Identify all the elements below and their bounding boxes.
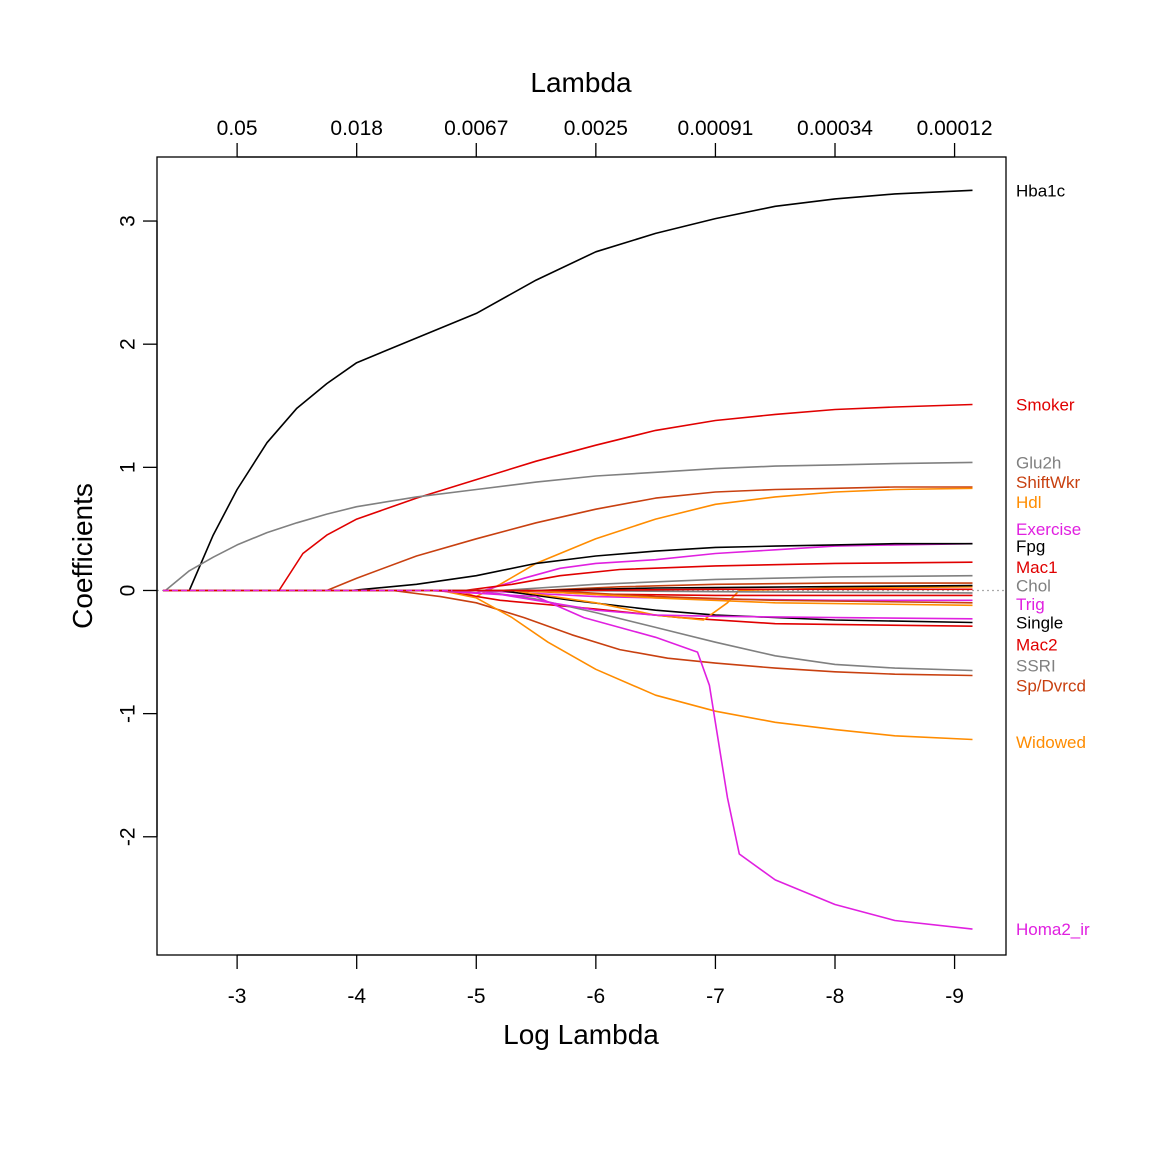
series-line-unlabeled-2: [163, 589, 973, 620]
bottom-axis: -3 -4 -5 -6 -7 -8 -9: [228, 954, 964, 1008]
x-axis-title: Log Lambda: [503, 1019, 659, 1050]
series-line-shiftwkr: [163, 486, 973, 592]
x-tick-label: -4: [347, 985, 366, 1008]
plot-frame: [156, 156, 1007, 956]
series-line-glu2h: [163, 461, 973, 592]
series-label-hdl: Hdl: [1016, 493, 1042, 512]
series-line-mac1: [163, 561, 973, 592]
x-tick-label: -3: [228, 985, 247, 1008]
y-tick-label: -1: [117, 704, 140, 723]
top-tick-label: 0.00012: [917, 117, 993, 140]
top-axis-title: Lambda: [530, 67, 632, 98]
top-axis: 0.05 0.018 0.0067 0.0025 0.00091 0.00034 0.000…: [217, 117, 993, 158]
series-label-smoker: Smoker: [1016, 396, 1075, 415]
plot-lines: [157, 189, 1006, 930]
series-label-sp-dvrcd: Sp/Dvrcd: [1016, 676, 1086, 695]
series-line-homa2-ir: [163, 589, 973, 930]
series-line-smoker: [163, 403, 973, 592]
series-label-mac1: Mac1: [1016, 558, 1058, 577]
series-line-sp-dvrcd: [163, 589, 973, 677]
x-tick-label: -8: [826, 985, 845, 1008]
top-tick-label: 0.00034: [797, 117, 873, 140]
y-tick-label: 1: [117, 461, 140, 473]
y-tick-label: 3: [117, 215, 140, 227]
series-label-shiftwkr: ShiftWkr: [1016, 473, 1081, 492]
series-label-homa2-ir: Homa2_ir: [1016, 920, 1090, 939]
series-label-trig: Trig: [1016, 595, 1045, 614]
series-label-fpg: Fpg: [1016, 537, 1045, 556]
series-label-widowed: Widowed: [1016, 733, 1086, 752]
series-line-hdl: [163, 487, 973, 598]
series-label-single: Single: [1016, 614, 1063, 633]
series-line-hba1c: [163, 189, 973, 592]
y-tick-label: 2: [117, 338, 140, 350]
series-label-exercise: Exercise: [1016, 520, 1081, 539]
x-tick-label: -9: [945, 985, 964, 1008]
series-label-ssri: SSRI: [1016, 657, 1056, 676]
series-label-hba1c: Hba1c: [1016, 181, 1066, 200]
series-line-ssri: [163, 589, 973, 672]
y-tick-label: -2: [117, 827, 140, 846]
x-tick-label: -6: [587, 985, 606, 1008]
series-line-widowed: [163, 589, 973, 741]
series-label-glu2h: Glu2h: [1016, 453, 1061, 472]
top-tick-label: 0.05: [217, 117, 258, 140]
series-label-mac2: Mac2: [1016, 636, 1058, 655]
top-tick-label: 0.018: [330, 117, 383, 140]
top-tick-label: 0.00091: [677, 117, 753, 140]
y-tick-label: 0: [117, 585, 140, 597]
series-line-fpg: [163, 542, 973, 592]
series-label-chol: Chol: [1016, 577, 1051, 596]
top-tick-label: 0.0025: [564, 117, 628, 140]
top-tick-label: 0.0067: [444, 117, 508, 140]
y-axis-title: Coefficients: [67, 483, 98, 629]
x-tick-label: -5: [467, 985, 486, 1008]
x-tick-label: -7: [706, 985, 725, 1008]
series-line-unlabeled-9: [163, 588, 973, 592]
left-axis: -2 -1 0 1 2 3: [117, 215, 158, 846]
